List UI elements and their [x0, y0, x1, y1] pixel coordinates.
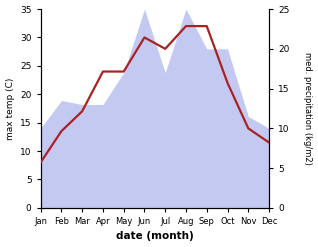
- Y-axis label: med. precipitation (kg/m2): med. precipitation (kg/m2): [303, 52, 313, 165]
- X-axis label: date (month): date (month): [116, 231, 194, 242]
- Y-axis label: max temp (C): max temp (C): [5, 77, 15, 140]
